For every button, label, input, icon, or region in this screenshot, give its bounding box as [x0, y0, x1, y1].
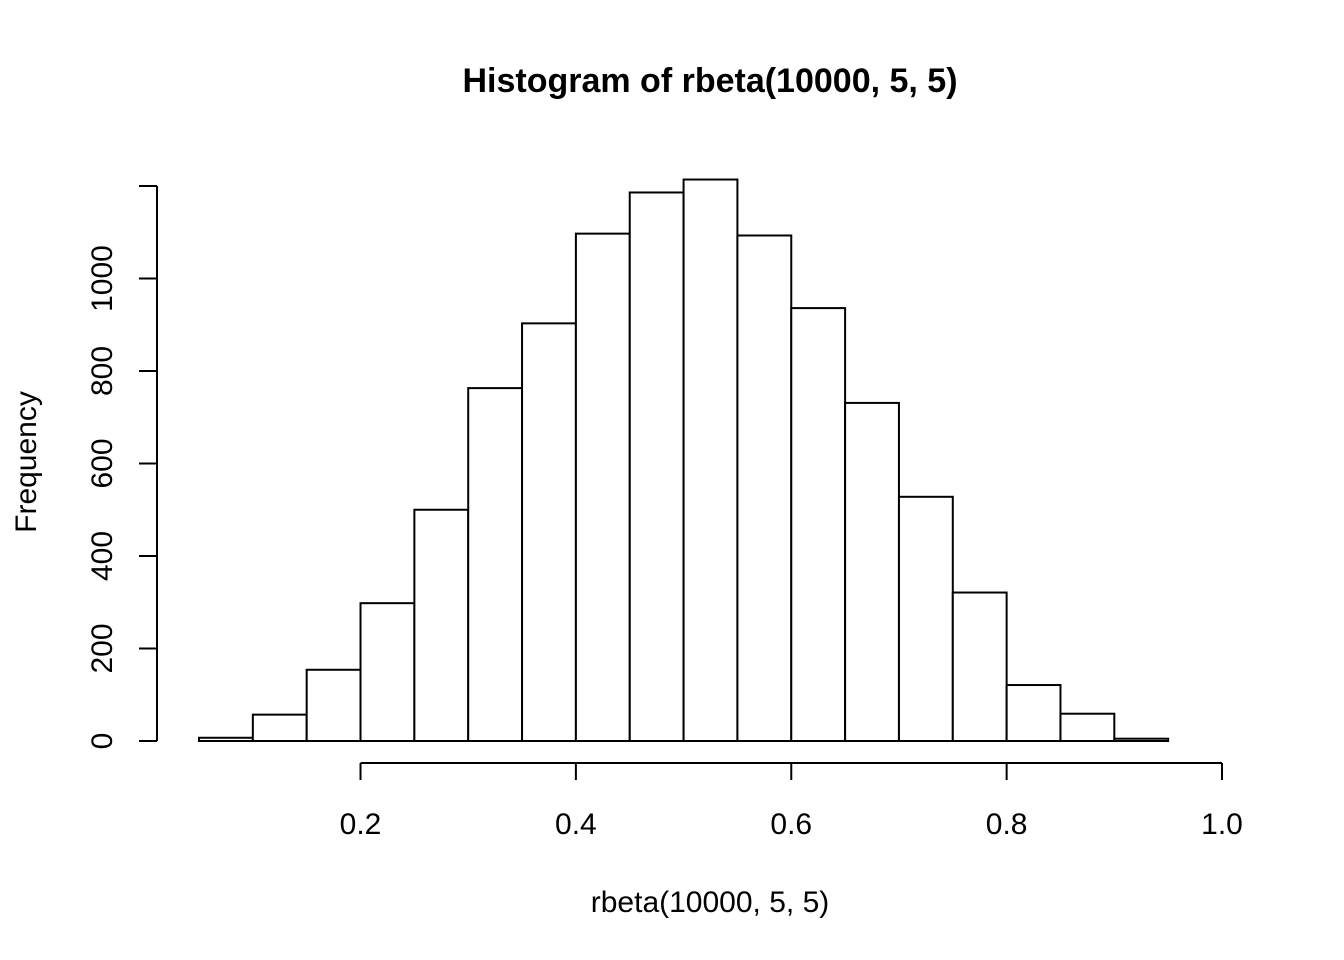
histogram-bar [1059, 712, 1116, 743]
histogram-bar [897, 495, 954, 742]
histogram-bar [1113, 737, 1170, 742]
chart-title: Histogram of rbeta(10000, 5, 5) [462, 62, 957, 100]
x-tick-label: 0.4 [555, 808, 597, 841]
x-axis: 0.2 0.4 0.6 0.8 1.0 [340, 762, 1243, 841]
histogram-bar [359, 602, 416, 742]
histogram-bar [736, 234, 793, 743]
x-tick-label: 1.0 [1201, 808, 1243, 841]
y-tick-label: 0 [86, 733, 119, 750]
histogram-bar [521, 322, 577, 742]
y-tick-label: 800 [86, 346, 119, 396]
histogram-bar [574, 232, 631, 742]
x-tick-label: 0.2 [340, 808, 382, 841]
histogram-bar [198, 736, 254, 743]
y-tick-label: 600 [86, 438, 119, 488]
y-tick-label: 1000 [86, 245, 119, 312]
x-tick-label: 0.8 [986, 808, 1028, 841]
histogram-bar [1005, 684, 1062, 742]
histogram-bar [951, 591, 1008, 742]
histogram-bar [790, 307, 847, 742]
histogram-bar [628, 191, 685, 743]
bars [198, 178, 1170, 743]
histogram-bar [413, 508, 470, 742]
y-tick-label: 200 [86, 623, 119, 673]
x-axis-label: rbeta(10000, 5, 5) [591, 886, 830, 919]
histogram-bar [305, 668, 362, 743]
histogram-bar [682, 178, 739, 742]
histogram-bar [251, 713, 308, 743]
y-axis-label: Frequency [10, 391, 43, 533]
y-tick-label: 400 [86, 531, 119, 581]
histogram-bar [467, 387, 524, 742]
x-tick-label: 0.6 [770, 808, 812, 841]
y-axis: 0 200 400 600 800 1000 [86, 185, 158, 750]
histogram-bar [844, 401, 900, 742]
